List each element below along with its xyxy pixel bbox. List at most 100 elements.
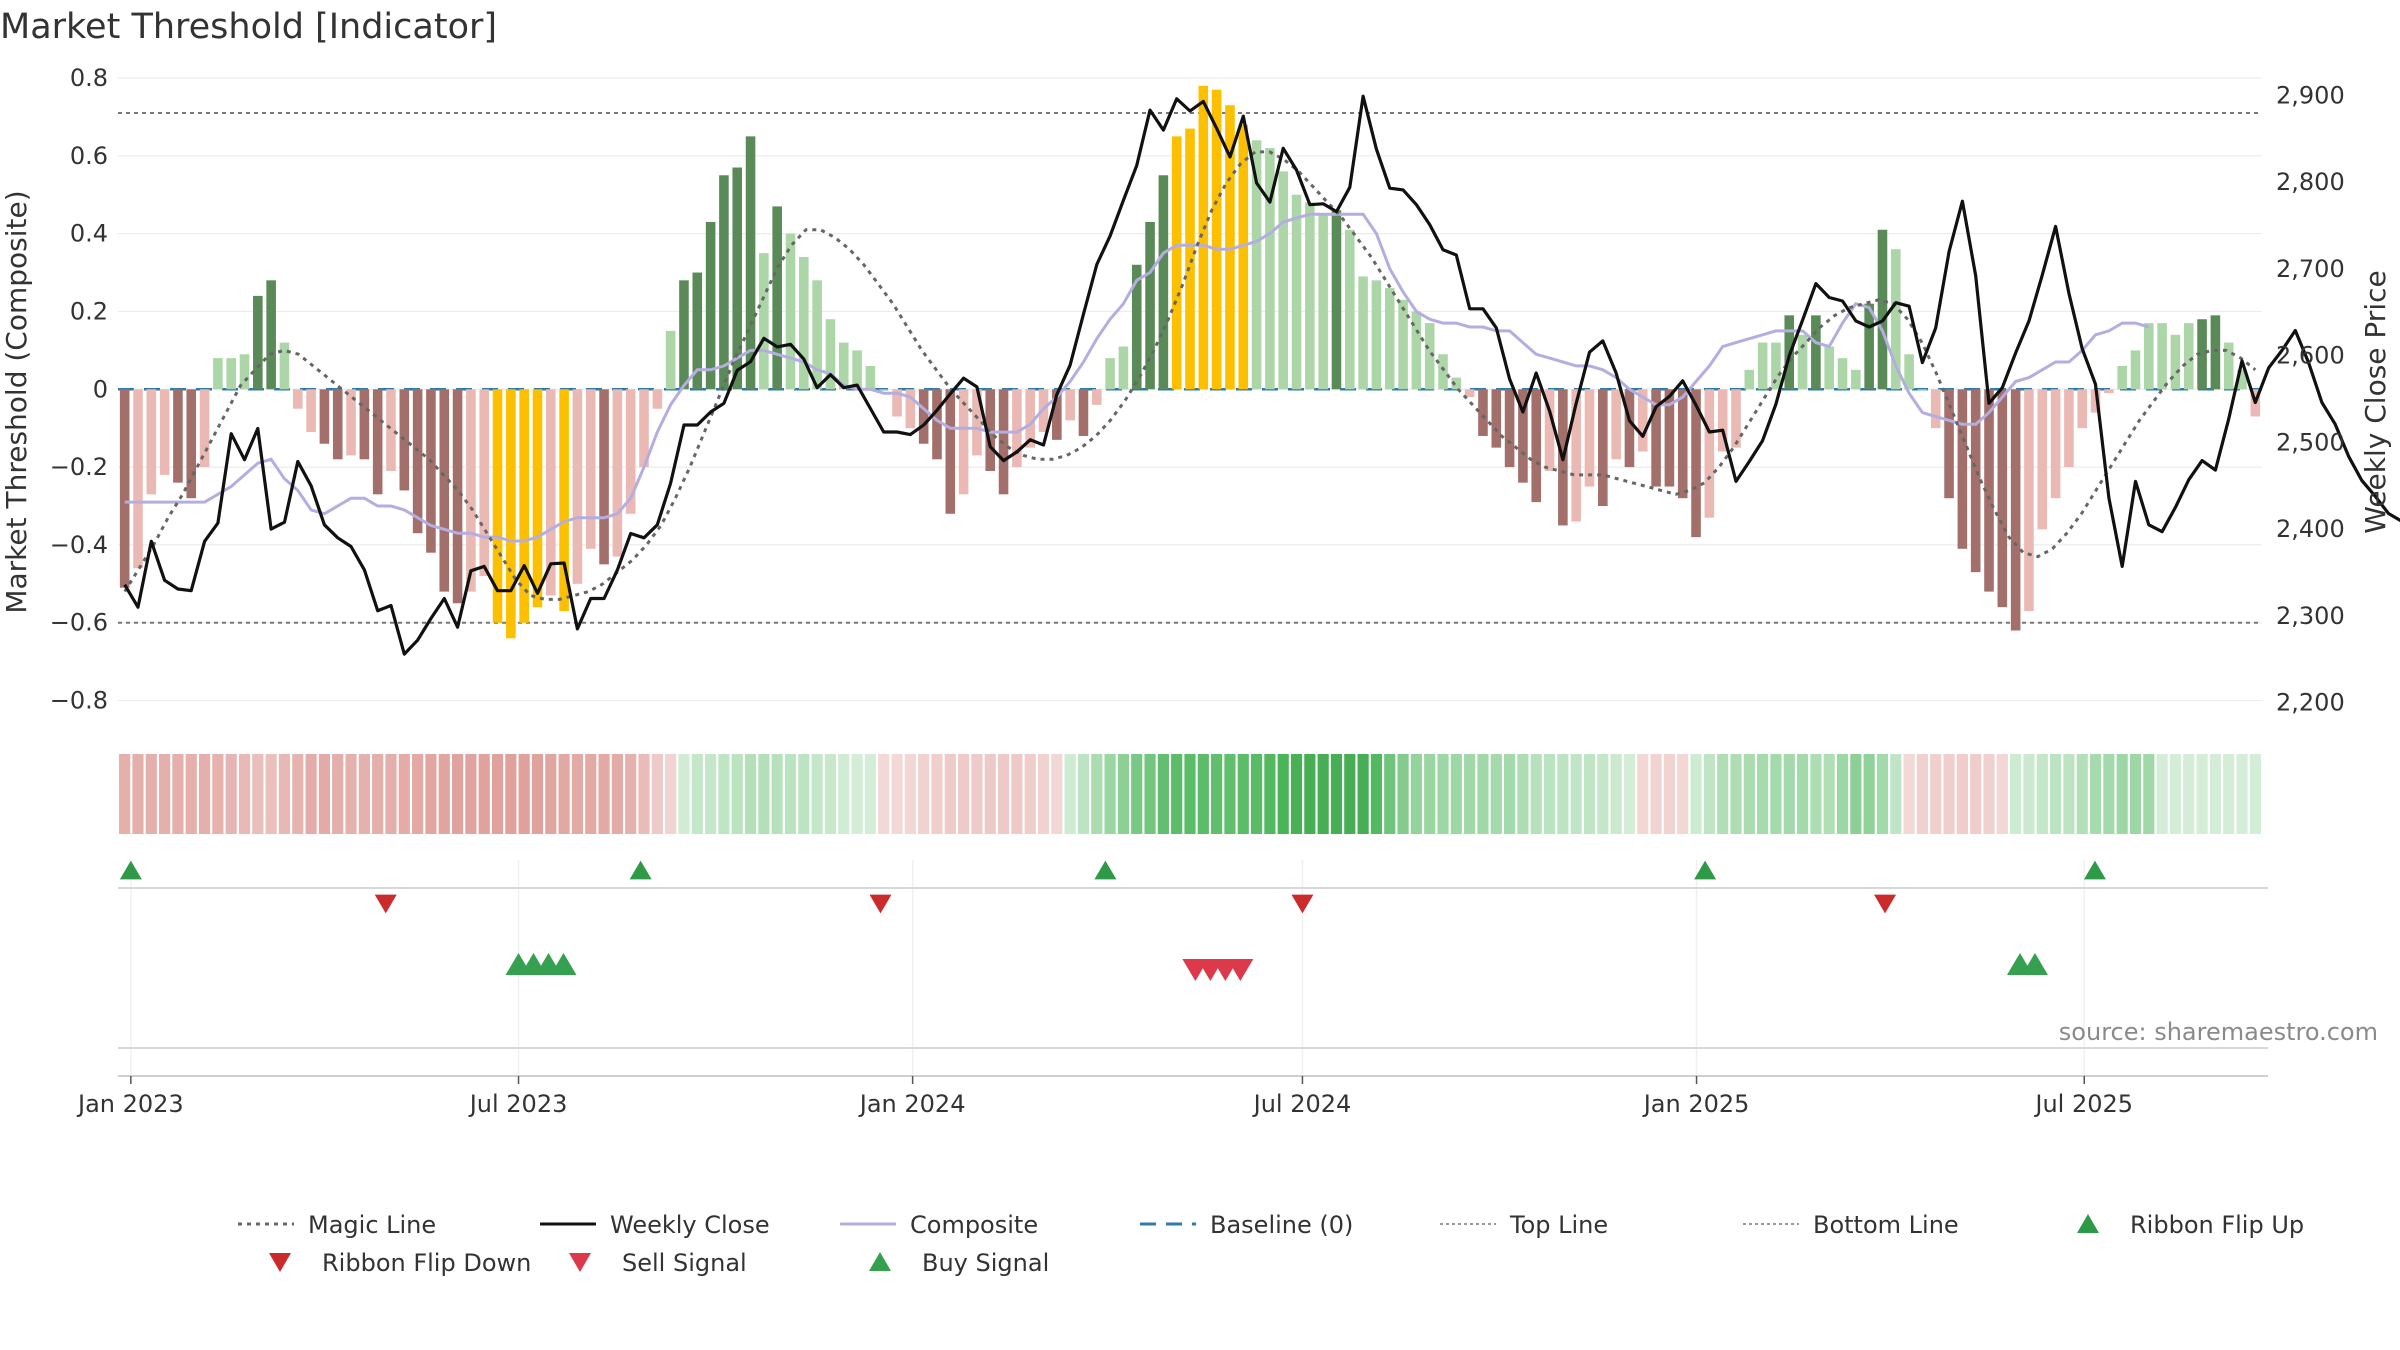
composite-bar bbox=[1491, 389, 1502, 448]
ribbon-flip-down-marker bbox=[374, 894, 397, 914]
ribbon-cell bbox=[1836, 754, 1849, 834]
composite-bar bbox=[1065, 389, 1075, 421]
ribbon-cell bbox=[1943, 754, 1955, 834]
composite-bar bbox=[732, 167, 743, 390]
composite-bar bbox=[1345, 229, 1355, 390]
composite-bar bbox=[585, 389, 596, 549]
composite-bar bbox=[2144, 323, 2154, 390]
composite-bar bbox=[972, 389, 982, 456]
composite-bar bbox=[2197, 319, 2207, 390]
legend-swatch bbox=[869, 1252, 891, 1271]
composite-bar bbox=[1917, 389, 1928, 391]
ribbon-cell bbox=[1810, 754, 1822, 834]
ribbon-cell bbox=[372, 754, 384, 834]
composite-bar bbox=[1411, 311, 1422, 390]
composite-bar bbox=[1371, 280, 1382, 390]
ribbon-flip-down-marker bbox=[1874, 894, 1897, 914]
composite-bar bbox=[213, 358, 223, 390]
composite-bar bbox=[759, 253, 769, 390]
ribbon-cell bbox=[1091, 754, 1103, 834]
right-tick-label: 2,500 bbox=[2276, 428, 2345, 456]
composite-bar bbox=[506, 389, 516, 639]
ribbon-cell bbox=[904, 754, 916, 834]
left-tick-label: 0 bbox=[93, 375, 108, 403]
legend-label: Composite bbox=[910, 1211, 1038, 1239]
ribbon-cell bbox=[292, 754, 304, 834]
composite-bar bbox=[1438, 354, 1448, 390]
ribbon-cell bbox=[944, 754, 956, 834]
ribbon-cell bbox=[1570, 754, 1582, 834]
ribbon-cell bbox=[691, 754, 703, 834]
ribbon-cell bbox=[1024, 754, 1036, 834]
ribbon-cell bbox=[1264, 754, 1276, 834]
ribbon-cell bbox=[1970, 754, 1982, 834]
composite-bar bbox=[1957, 389, 1968, 549]
composite-bar bbox=[1771, 342, 1781, 390]
ribbon-cell bbox=[1450, 754, 1462, 834]
composite-bar bbox=[2010, 389, 2021, 631]
ribbon-cell bbox=[1530, 754, 1542, 834]
ribbon-flip-down-marker bbox=[1291, 894, 1314, 914]
ribbon-cell bbox=[1237, 754, 1249, 834]
ribbon-cell bbox=[2076, 754, 2088, 834]
ribbon-cell bbox=[1956, 754, 1968, 834]
ribbon-cell bbox=[824, 754, 837, 834]
right-tick-label: 2,200 bbox=[2276, 689, 2345, 717]
ribbon-cell bbox=[1730, 754, 1742, 834]
composite-bar bbox=[1611, 389, 1621, 460]
ribbon-flip-up-marker bbox=[629, 860, 652, 880]
composite-bar bbox=[1078, 389, 1089, 436]
ribbon-cell bbox=[1996, 754, 2008, 834]
composite-bar bbox=[1984, 389, 1994, 592]
composite-bar bbox=[319, 389, 330, 444]
ribbon-cell bbox=[625, 754, 637, 834]
left-tick-label: −0.8 bbox=[50, 687, 108, 715]
legend-label: Top Line bbox=[1509, 1211, 1608, 1239]
composite-bar bbox=[1145, 221, 1155, 390]
buy-signal-marker bbox=[2021, 952, 2048, 976]
ribbon-flip-up-marker bbox=[1094, 860, 1117, 880]
ribbon-cell bbox=[1131, 754, 1143, 834]
ribbon-cell bbox=[1104, 754, 1116, 834]
ribbon-cell bbox=[1663, 754, 1675, 834]
composite-bar bbox=[519, 389, 529, 623]
ribbon-cell bbox=[1557, 754, 1569, 834]
ribbon-cell bbox=[1703, 754, 1715, 834]
composite-bar bbox=[2037, 389, 2048, 530]
composite-bar bbox=[1131, 264, 1142, 390]
ribbon-cell bbox=[531, 754, 544, 834]
x-tick-label: Jan 2025 bbox=[1642, 1090, 1750, 1118]
ribbon-cell bbox=[771, 754, 783, 834]
composite-bar bbox=[2157, 323, 2167, 390]
ribbon-cell bbox=[1037, 754, 1050, 834]
ribbon-cell bbox=[1743, 754, 1755, 834]
composite-bar bbox=[1598, 389, 1608, 506]
ribbon-cell bbox=[1290, 754, 1303, 834]
composite-bar bbox=[1744, 369, 1755, 390]
composite-bar bbox=[1890, 249, 1901, 390]
composite-bar bbox=[2077, 389, 2088, 429]
legend-label: Ribbon Flip Up bbox=[2130, 1211, 2304, 1239]
composite-bar bbox=[918, 389, 929, 444]
composite-bar bbox=[2130, 350, 2141, 390]
legend-label: Baseline (0) bbox=[1210, 1211, 1353, 1239]
ribbon-cell bbox=[651, 754, 663, 834]
right-axis-label: Weekly Close Price bbox=[2359, 270, 2392, 533]
legend-swatch bbox=[2077, 1214, 2099, 1233]
ribbon-cell bbox=[838, 754, 850, 834]
composite-bar bbox=[1704, 389, 1715, 518]
composite-bar bbox=[1837, 358, 1848, 390]
ribbon-cell bbox=[451, 754, 464, 834]
ribbon-cell bbox=[1384, 754, 1396, 834]
ribbon-cell bbox=[918, 754, 930, 834]
ribbon-cell bbox=[1903, 754, 1915, 834]
composite-bar bbox=[466, 389, 476, 592]
ribbon-cell bbox=[1757, 754, 1769, 834]
legend-label: Magic Line bbox=[308, 1211, 436, 1239]
ribbon-cell bbox=[318, 754, 331, 834]
composite-bar bbox=[2117, 365, 2127, 390]
composite-bar bbox=[1211, 89, 1222, 390]
ribbon-cell bbox=[2089, 754, 2102, 834]
ribbon-cell bbox=[1770, 754, 1782, 834]
